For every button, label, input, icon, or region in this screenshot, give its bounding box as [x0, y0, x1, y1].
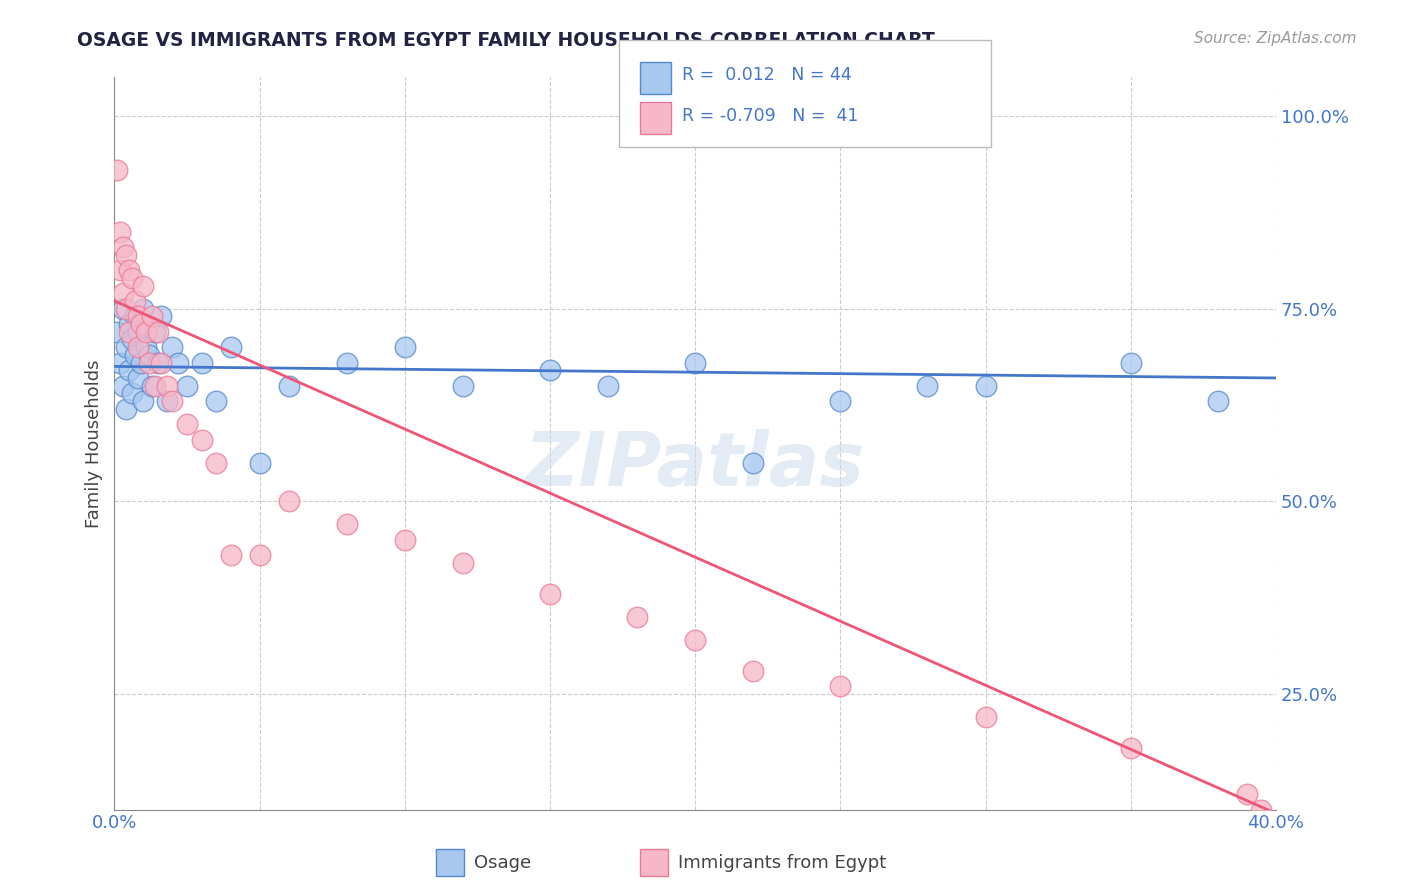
Point [121, 333, 143, 347]
Point [132, 301, 155, 316]
Point [118, 363, 141, 377]
Point [336, 517, 359, 532]
Point [336, 355, 359, 369]
Point [451, 556, 474, 570]
Point [135, 325, 157, 339]
Point [105, 162, 128, 177]
Point [149, 310, 172, 324]
Point [219, 548, 242, 562]
Point [277, 494, 299, 508]
Point [143, 378, 166, 392]
Point [830, 679, 852, 693]
Point [141, 310, 163, 324]
Point [538, 587, 561, 601]
Point [1236, 787, 1258, 801]
Text: R = -0.709   N =  41: R = -0.709 N = 41 [682, 107, 858, 125]
Point [135, 340, 157, 354]
Point [146, 355, 169, 369]
Point [141, 378, 163, 392]
Point [115, 340, 138, 354]
Point [683, 632, 706, 647]
Point [1206, 394, 1229, 409]
Point [118, 317, 141, 331]
Point [156, 394, 179, 409]
Point [127, 325, 149, 339]
Point [538, 363, 561, 377]
Point [1250, 803, 1272, 817]
Point [118, 263, 141, 277]
Point [167, 355, 190, 369]
Point [249, 548, 271, 562]
Point [249, 456, 271, 470]
Point [205, 394, 228, 409]
Point [205, 456, 228, 470]
Point [742, 664, 765, 678]
Point [138, 348, 160, 362]
Point [974, 710, 997, 724]
Text: OSAGE VS IMMIGRANTS FROM EGYPT FAMILY HOUSEHOLDS CORRELATION CHART: OSAGE VS IMMIGRANTS FROM EGYPT FAMILY HO… [77, 31, 935, 50]
Point [974, 378, 997, 392]
Point [394, 340, 416, 354]
Point [115, 248, 138, 262]
Point [162, 340, 184, 354]
Point [190, 355, 212, 369]
Point [917, 378, 939, 392]
Point [176, 378, 198, 392]
Point [1119, 740, 1142, 755]
Point [110, 263, 132, 277]
Point [156, 378, 179, 392]
Point [127, 371, 149, 385]
Point [127, 310, 149, 324]
Point [1119, 355, 1142, 369]
Y-axis label: Family Households: Family Households [86, 359, 103, 528]
Point [277, 378, 299, 392]
Point [219, 340, 242, 354]
Point [129, 317, 152, 331]
Text: R =  0.012   N = 44: R = 0.012 N = 44 [682, 66, 852, 84]
Text: ZIPatlas: ZIPatlas [526, 429, 865, 502]
Point [146, 325, 169, 339]
Point [124, 293, 146, 308]
Text: Source: ZipAtlas.com: Source: ZipAtlas.com [1194, 31, 1357, 46]
Point [105, 325, 128, 339]
Point [138, 355, 160, 369]
Point [115, 301, 138, 316]
Point [112, 286, 135, 301]
Point [742, 456, 765, 470]
Point [112, 301, 135, 316]
Point [124, 348, 146, 362]
Point [149, 355, 172, 369]
Point [118, 325, 141, 339]
Point [596, 378, 619, 392]
Point [451, 378, 474, 392]
Point [132, 394, 155, 409]
Point [112, 378, 135, 392]
Point [683, 355, 706, 369]
Point [143, 325, 166, 339]
Point [127, 340, 149, 354]
Point [176, 417, 198, 432]
Point [190, 433, 212, 447]
Point [132, 278, 155, 293]
Point [112, 240, 135, 254]
Point [394, 533, 416, 547]
Point [162, 394, 184, 409]
Point [830, 394, 852, 409]
Text: Immigrants from Egypt: Immigrants from Egypt [678, 854, 886, 871]
Point [121, 270, 143, 285]
Point [626, 610, 648, 624]
Text: Osage: Osage [474, 854, 531, 871]
Point [129, 355, 152, 369]
Point [115, 401, 138, 416]
Point [124, 310, 146, 324]
Point [110, 225, 132, 239]
Point [121, 386, 143, 401]
Point [110, 355, 132, 369]
